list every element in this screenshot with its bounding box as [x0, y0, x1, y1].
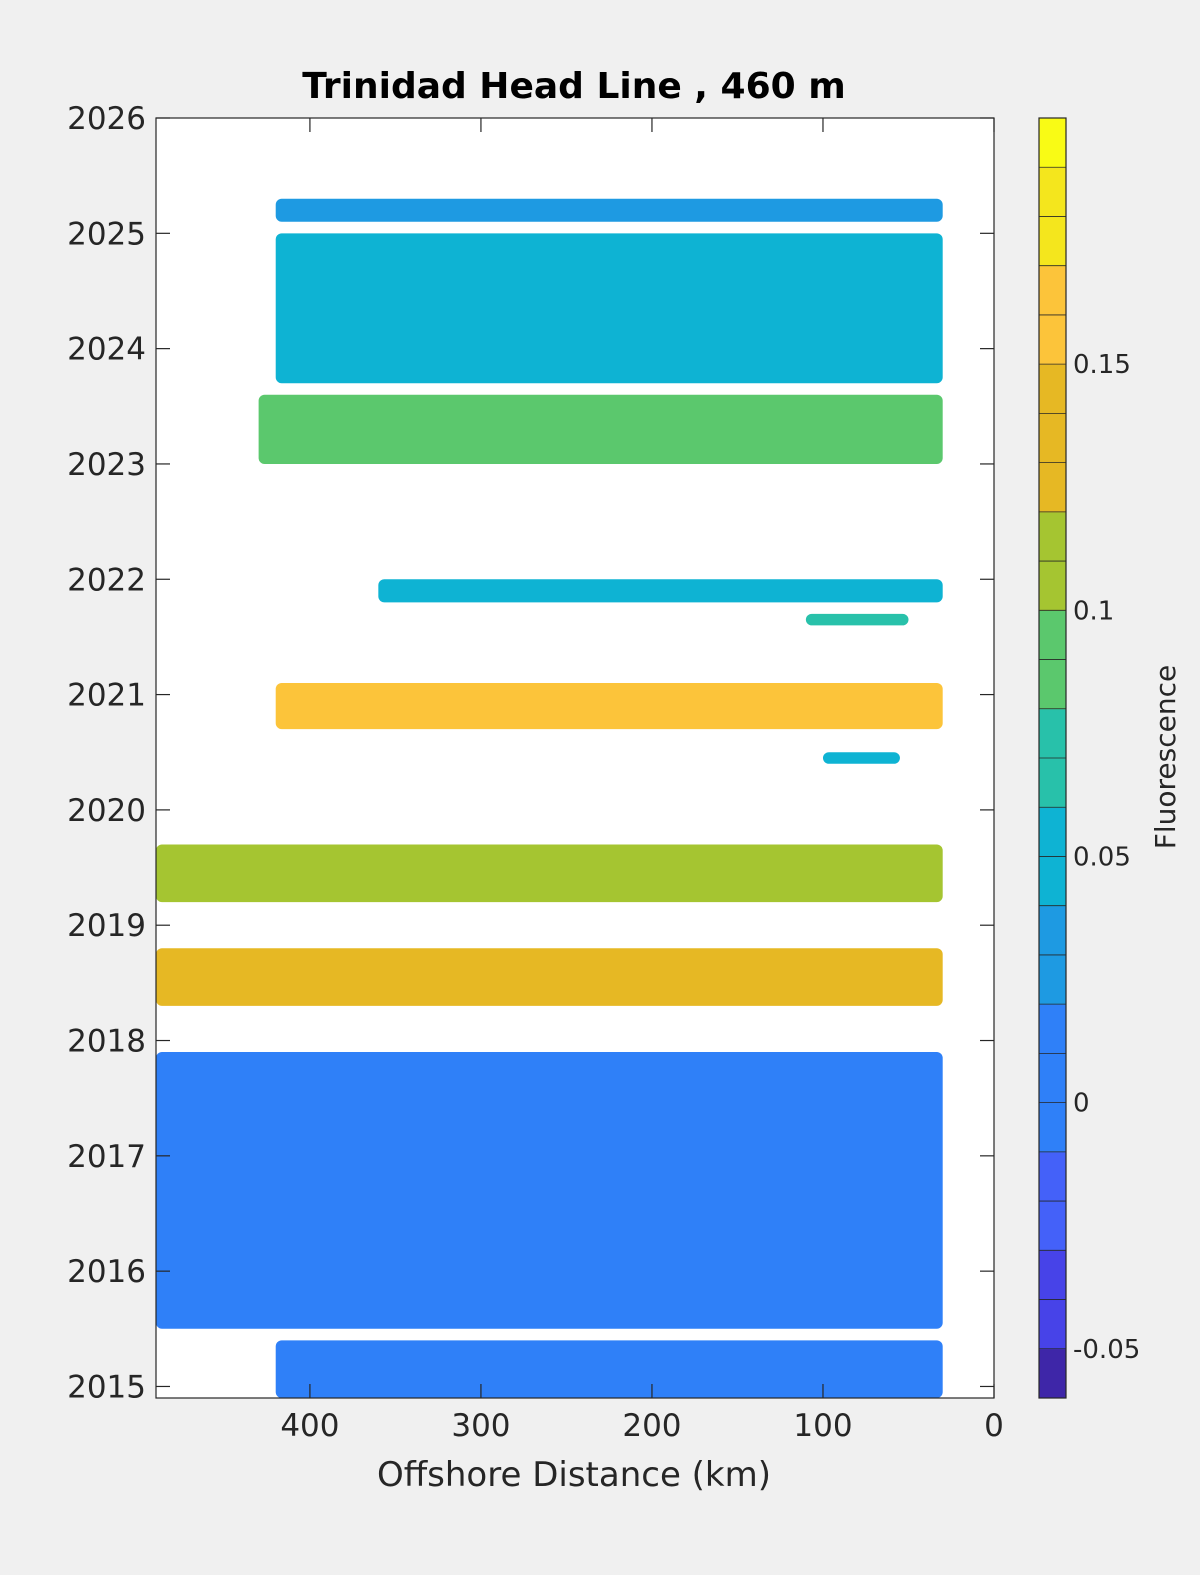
colorbar-segment: [1039, 511, 1066, 562]
x-tick-label: 0: [984, 1408, 1004, 1444]
y-tick-label: 2019: [67, 908, 146, 944]
y-tick-label: 2024: [67, 332, 146, 368]
contour-band: [156, 1052, 943, 1329]
contour-band: [822, 752, 900, 764]
colorbar-segment: [1039, 1151, 1066, 1202]
x-tick-label: 200: [622, 1408, 681, 1444]
colorbar-segment: [1039, 1299, 1066, 1350]
y-tick-label: 2025: [67, 216, 146, 252]
colorbar-segment: [1039, 561, 1066, 611]
y-tick-label: 2022: [67, 562, 146, 598]
colorbar-segment: [1039, 1004, 1066, 1054]
plot-frame: [155, 117, 995, 1399]
y-tick-label: 2023: [67, 447, 146, 483]
x-tick-label: 300: [451, 1408, 510, 1444]
contour-band: [156, 948, 943, 1006]
x-axis: 400 300 200 100 0: [280, 118, 1004, 1444]
colorbar-label: Fluorescence: [1149, 665, 1182, 849]
colorbar-segment: [1039, 216, 1066, 267]
colorbar-segment: [1039, 413, 1066, 464]
colorbar-tick-label: 0.15: [1073, 350, 1131, 380]
colorbar-tick-label: 0.05: [1073, 842, 1131, 872]
colorbar-segment: [1039, 1053, 1066, 1104]
colorbar-frame: [1038, 117, 1067, 1399]
colorbar-segment: [1039, 659, 1066, 710]
y-tick-label: 2018: [67, 1024, 146, 1060]
colorbar-segment: [1039, 1250, 1066, 1301]
colorbar-segment: [1039, 265, 1066, 316]
colorbar-segment: [1039, 610, 1066, 661]
colorbar-segment: [1039, 708, 1066, 759]
colorbar-segment: [1039, 364, 1066, 414]
contour-band: [275, 683, 943, 730]
colorbar-segment: [1039, 807, 1066, 857]
contour-band: [275, 1340, 943, 1398]
colorbar-segment: [1039, 758, 1066, 808]
y-tick-label: 2015: [67, 1369, 146, 1405]
colorbar-segment: [1039, 1201, 1066, 1251]
y-tick-label: 2026: [67, 101, 146, 137]
colorbar: [1038, 117, 1067, 1399]
colorbar-ticks: -0.05 0 0.05 0.1 0.15: [1073, 350, 1140, 1365]
colorbar-segment: [1039, 954, 1066, 1005]
colorbar-segment: [1039, 856, 1066, 907]
y-axis: 2015 2016 2017 2018 2019 2020 2021 2022 2023 2024…: [67, 101, 994, 1405]
y-tick-label: 2021: [67, 678, 146, 714]
y-tick-label: 2017: [67, 1139, 146, 1175]
contour-band: [275, 233, 943, 384]
x-tick-label: 400: [280, 1408, 339, 1444]
contour-band: [156, 844, 943, 903]
contour-band: [378, 579, 943, 603]
colorbar-segment: [1039, 167, 1066, 217]
contour-band: [275, 198, 943, 222]
contour-bands: [156, 198, 943, 1398]
x-axis-label: Offshore Distance (km): [377, 1455, 771, 1495]
colorbar-segment: [1039, 1102, 1066, 1153]
contour-band: [805, 613, 909, 626]
colorbar-segment: [1039, 462, 1066, 513]
y-tick-label: 2020: [67, 793, 146, 829]
y-tick-label: 2016: [67, 1254, 146, 1290]
colorbar-segment: [1039, 905, 1066, 956]
contour-band: [258, 394, 943, 464]
colorbar-tick-label: 0: [1073, 1089, 1090, 1119]
colorbar-segment: [1039, 1348, 1066, 1399]
colorbar-segment: [1039, 118, 1066, 168]
colorbar-tick-label: 0.1: [1073, 596, 1114, 626]
colorbar-tick-label: -0.05: [1073, 1335, 1140, 1365]
colorbar-segment: [1039, 314, 1066, 365]
chart-title: Trinidad Head Line , 460 m: [302, 66, 845, 107]
x-tick-label: 100: [793, 1408, 852, 1444]
